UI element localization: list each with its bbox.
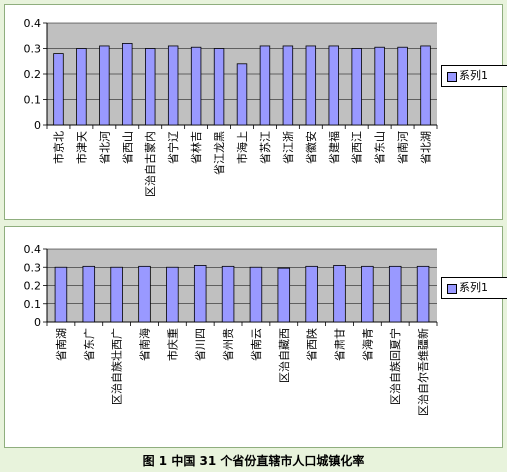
bar [328, 45, 339, 126]
x-tick-label: 省西山 [121, 131, 134, 164]
x-tick-label: 省江龙黑 [213, 131, 226, 175]
bar [388, 265, 402, 323]
y-tick-label: 0.4 [24, 17, 42, 30]
bar [259, 45, 271, 126]
y-tick-label: 0.2 [24, 68, 42, 81]
bar [213, 48, 225, 126]
x-tick-label: 省东山 [374, 131, 387, 164]
x-tick-label: 省徽安 [304, 131, 318, 164]
x-tick-label: 区治自古蒙内 [143, 131, 157, 197]
x-tick-label: 省建福 [327, 131, 341, 164]
legend-label: 系列1 [459, 69, 488, 82]
bar [351, 48, 362, 126]
x-tick-label: 市庆重 [165, 328, 179, 361]
x-tick-label: 省南海 [138, 328, 152, 361]
chart-2-legend: 系列1 [441, 277, 507, 299]
x-tick-label: 省江浙 [282, 131, 295, 164]
x-tick-label: 省林吉 [189, 131, 203, 164]
legend-swatch [447, 72, 457, 82]
x-tick-label: 区治自尔吾维疆新 [416, 328, 430, 416]
chart-panel-1: 0 0.1 0.2 0.3 0.4 市京北 市津天 省北河 省西山 区治自古蒙内 省宁辽 省林吉 省江龙… [4, 4, 507, 220]
x-tick-label: 省北湖 [420, 131, 433, 164]
y-tick-label: 0.1 [24, 298, 42, 311]
bar [122, 43, 133, 126]
y-tick-label: 0.4 [24, 243, 42, 256]
x-tick-label: 省北河 [98, 131, 111, 164]
bar [221, 265, 235, 323]
bar [249, 266, 263, 323]
x-tick-label: 市津天 [74, 131, 88, 164]
bar [333, 265, 346, 323]
x-tick-label: 区治自藏西 [277, 328, 291, 383]
x-tick-label: 省海青 [360, 328, 374, 361]
chart-2-svg: 0 0.1 0.2 0.3 0.4 省南湖 省东广 区治自族壮西广 省南海 市庆重 省川四 省州贵 省南… [24, 243, 438, 416]
y-tick-label: 0 [34, 119, 41, 132]
bar [82, 265, 96, 323]
bar [138, 265, 151, 323]
bar [76, 48, 87, 126]
y-tick-label: 0.3 [24, 261, 42, 274]
legend-swatch [447, 284, 457, 294]
x-tick-label: 市京北 [51, 131, 65, 164]
x-tick-label: 区治自族回夏宁 [388, 328, 402, 405]
x-tick-label: 省州贵 [222, 328, 235, 361]
bar [374, 46, 385, 126]
chart-1-svg: 0 0.1 0.2 0.3 0.4 市京北 市津天 省北河 省西山 区治自古蒙内 省宁辽 省林吉 省江龙… [24, 17, 438, 197]
bar [54, 266, 68, 323]
bar [167, 45, 179, 126]
bar [420, 45, 431, 126]
x-tick-label: 省川四 [194, 328, 207, 361]
bar [416, 265, 430, 323]
bar [277, 267, 291, 323]
x-tick-label: 省南湖 [55, 328, 68, 361]
bar [361, 265, 374, 323]
x-tick-label: 省肃甘 [334, 328, 347, 361]
y-tick-label: 0.3 [24, 43, 42, 56]
legend-label: 系列1 [459, 281, 488, 294]
bar [53, 53, 64, 126]
bar [305, 45, 317, 126]
bar [282, 45, 294, 126]
bar [305, 265, 318, 323]
x-tick-label: 省宁辽 [166, 131, 180, 164]
x-tick-label: 省东广 [83, 328, 96, 361]
bar [99, 45, 110, 126]
x-tick-label: 省西陕 [305, 328, 319, 361]
y-tick-label: 0 [34, 316, 41, 329]
bar [145, 48, 156, 126]
x-tick-label: 省苏江 [259, 131, 272, 164]
x-tick-label: 区治自族壮西广 [110, 328, 124, 405]
bar [110, 266, 123, 323]
chart-1-legend: 系列1 [441, 65, 507, 87]
x-tick-label: 省南河 [397, 131, 410, 164]
bar [190, 46, 202, 126]
x-tick-label: 省南云 [250, 328, 263, 361]
bar [166, 266, 179, 323]
bar [193, 265, 207, 323]
x-tick-label: 市海上 [235, 131, 249, 164]
figure-caption: 图 1 中国 31 个省份直辖市人口城镇化率 [142, 454, 365, 468]
x-tick-label: 省西江 [351, 131, 364, 164]
bar [397, 46, 408, 126]
y-tick-label: 0.1 [24, 94, 42, 107]
bar [236, 63, 248, 126]
y-tick-label: 0.2 [24, 280, 42, 293]
chart-panel-2: 0 0.1 0.2 0.3 0.4 省南湖 省东广 区治自族壮西广 省南海 市庆重 省川四 省州贵 省南… [4, 226, 507, 448]
